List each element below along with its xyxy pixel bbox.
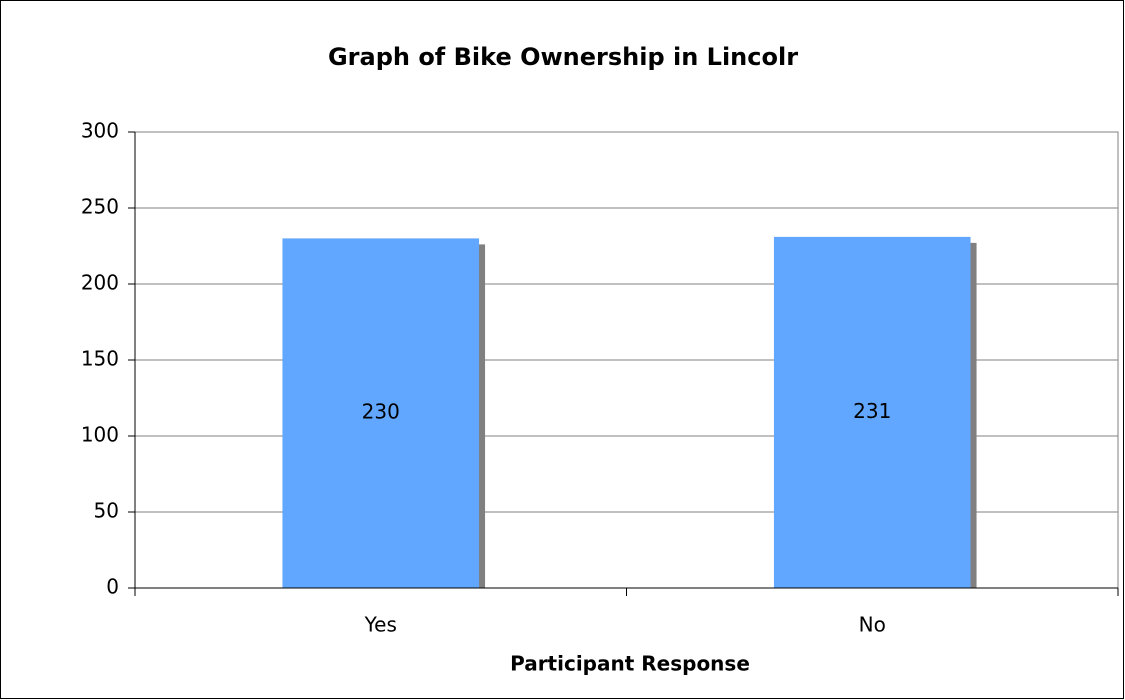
y-tick-label: 100	[81, 423, 119, 447]
x-tick-label: Yes	[364, 613, 397, 637]
data-label: 230	[362, 400, 400, 424]
y-tick-label: 250	[81, 195, 119, 219]
x-tick-label: No	[859, 613, 886, 637]
y-tick-label: 50	[94, 499, 119, 523]
x-axis-title: Participant Response	[510, 652, 750, 676]
y-tick-label: 150	[81, 347, 119, 371]
y-tick-label: 300	[81, 119, 119, 143]
data-label: 231	[853, 399, 891, 423]
y-tick-label: 200	[81, 271, 119, 295]
bar	[773, 236, 971, 588]
y-tick-label: 0	[106, 575, 119, 599]
chart-title: Graph of Bike Ownership in Lincolr	[328, 43, 798, 71]
bar	[282, 238, 480, 588]
